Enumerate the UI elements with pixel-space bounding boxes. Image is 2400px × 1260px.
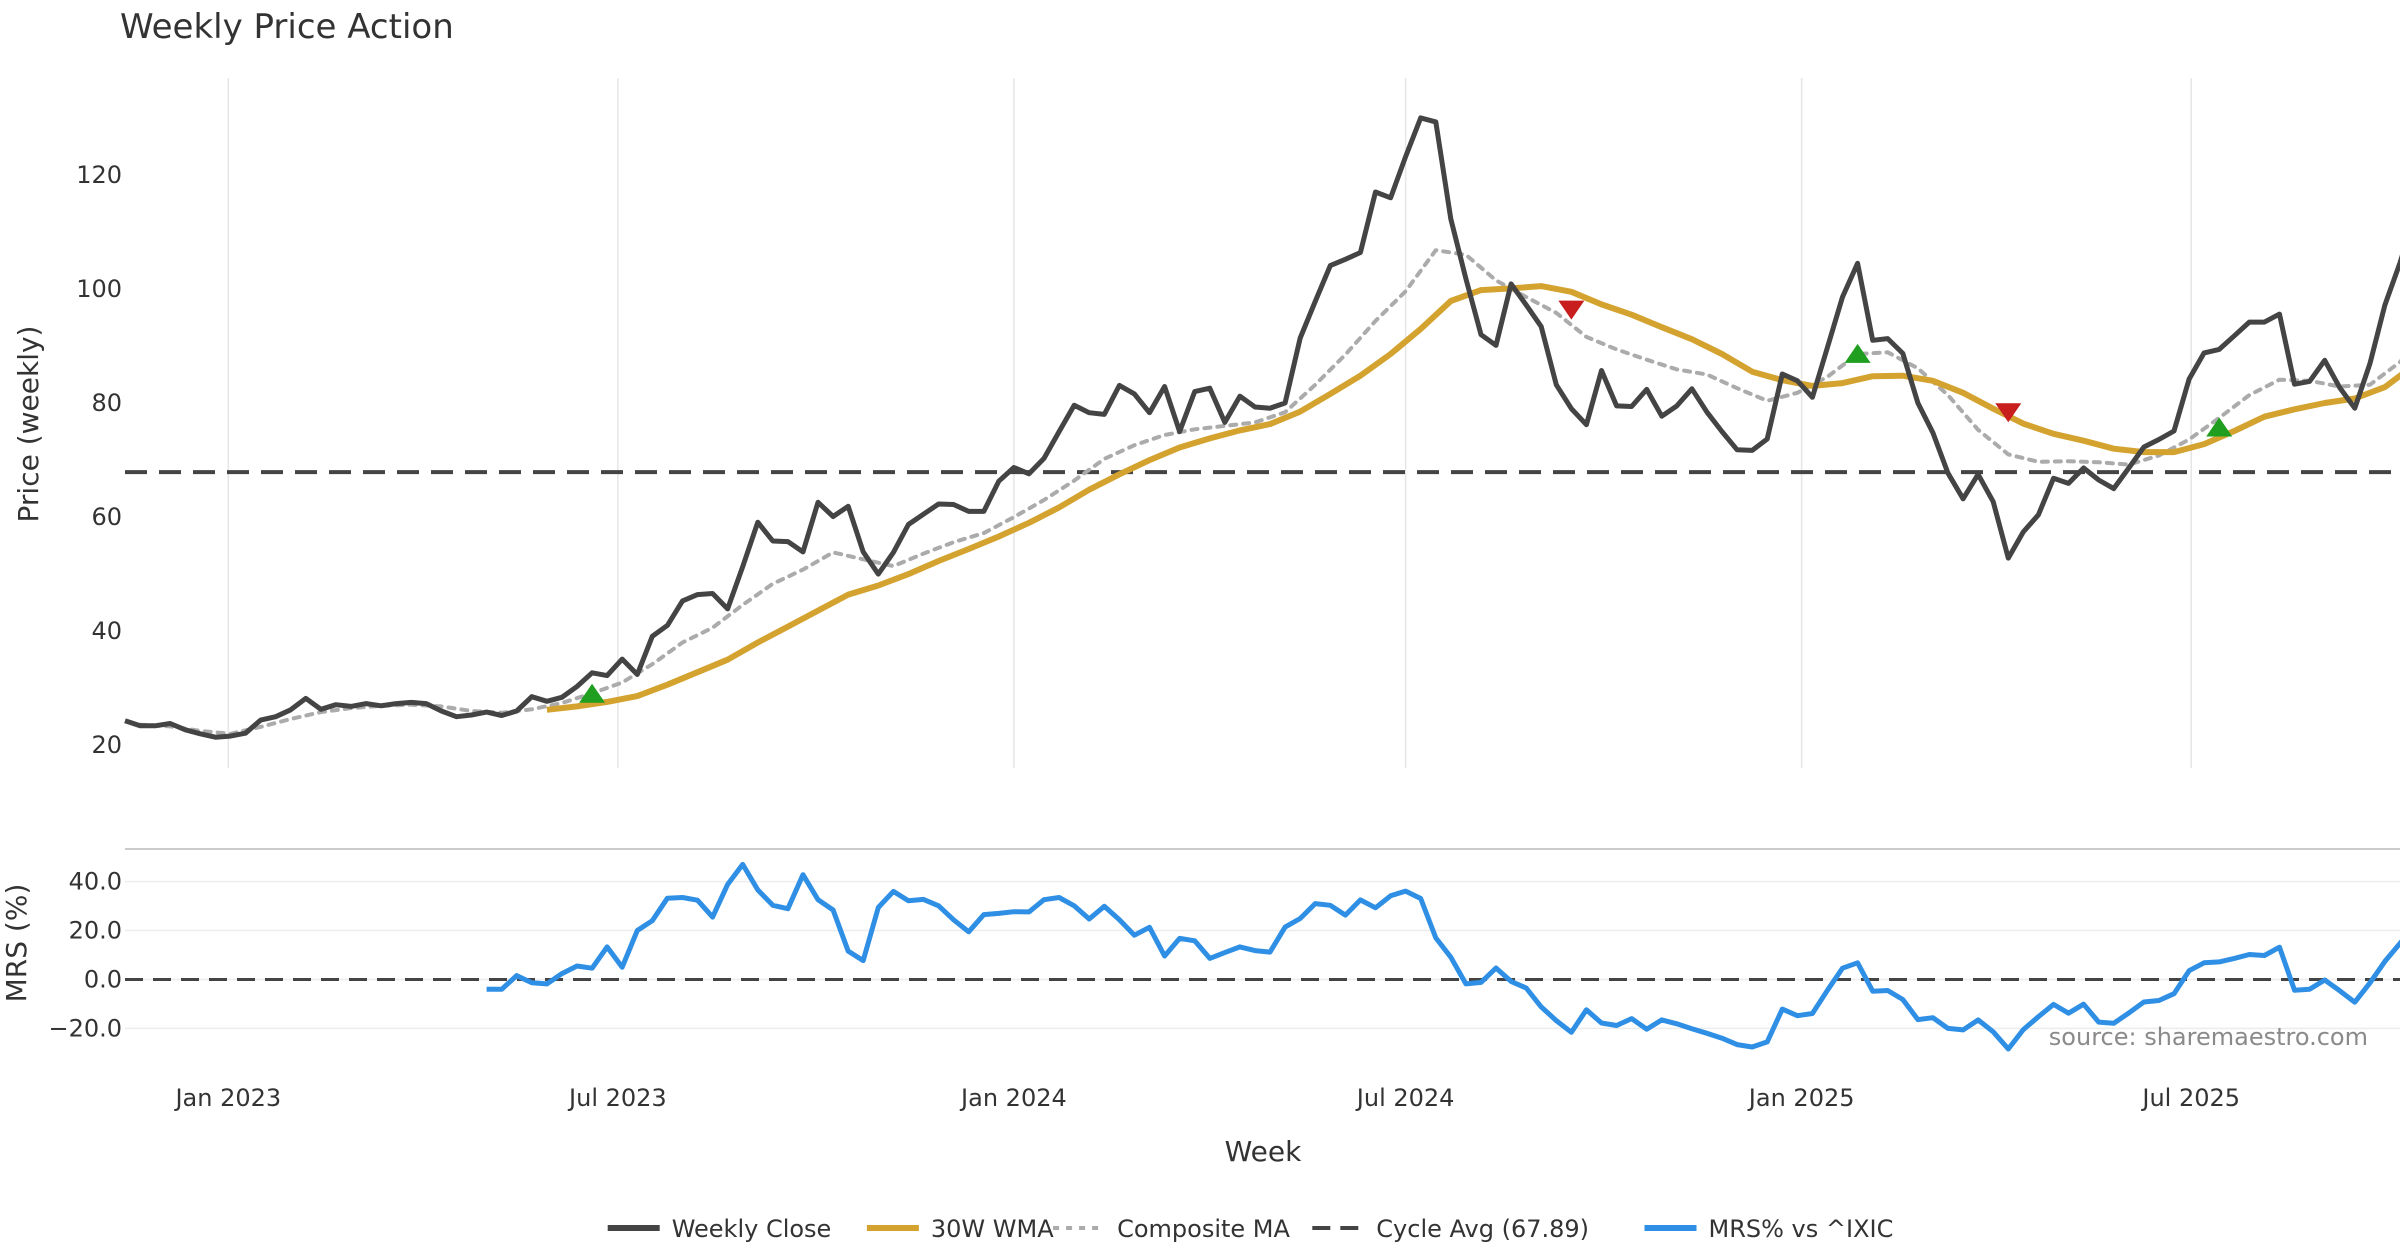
sell-signal-marker — [1995, 403, 2022, 423]
x-axis-title: Week — [1225, 1135, 1302, 1168]
price-y-axis-title: Price (weekly) — [12, 326, 45, 523]
x-tick-label: Jan 2024 — [959, 1084, 1067, 1112]
mrs-y-tick-label: 20.0 — [69, 917, 122, 945]
legend-item-mrs-vs-ixic: MRS% vs ^IXIC — [1644, 1215, 1894, 1243]
x-tick-label: Jan 2023 — [173, 1084, 281, 1112]
mrs-y-axis-title: MRS (%) — [0, 884, 33, 1003]
composite-ma-series — [138, 248, 2400, 736]
price-y-tick-label: 120 — [76, 161, 122, 189]
legend-item-composite-ma: Composite MA — [1053, 1215, 1291, 1243]
buy-signal-marker — [579, 683, 606, 703]
chart-title: Weekly Price Action — [120, 7, 454, 47]
buy-signal-marker — [2206, 417, 2233, 437]
price-y-tick-label: 100 — [76, 275, 122, 303]
mrs-y-tick-label: 0.0 — [84, 965, 122, 993]
price-y-tick-label: 80 — [91, 389, 122, 417]
legend-label: Cycle Avg (67.89) — [1376, 1215, 1589, 1243]
reference-lines — [125, 470, 2400, 981]
weekly-close-series — [124, 115, 2400, 740]
mrs-vs-ixic-series — [486, 861, 2400, 1052]
legend-item-weekly-close: Weekly Close — [607, 1215, 832, 1243]
series-layer — [124, 115, 2400, 1052]
x-tick-label: Jul 2023 — [567, 1084, 667, 1112]
price-y-tick-label: 20 — [91, 731, 122, 759]
legend-item-cycle-avg-67-89: Cycle Avg (67.89) — [1312, 1215, 1589, 1243]
mrs-y-tick-label: −20.0 — [48, 1014, 122, 1042]
x-tick-label: Jul 2024 — [1355, 1084, 1455, 1112]
x-tick-label: Jan 2025 — [1747, 1084, 1855, 1112]
price-y-tick-label: 60 — [91, 503, 122, 531]
legend-label: MRS% vs ^IXIC — [1709, 1215, 1894, 1243]
source-annotation: source: sharemaestro.com — [2049, 1023, 2368, 1051]
sell-signal-marker — [1558, 300, 1585, 320]
buy-signal-marker — [1844, 343, 1871, 363]
grid-layer — [125, 78, 2400, 1030]
legend: Weekly Close 30W WMA Composite MA Cycle Avg… — [607, 1215, 1894, 1243]
signal-markers — [579, 300, 2233, 703]
legend-label: Weekly Close — [672, 1215, 832, 1243]
legend-item-30w-wma: 30W WMA — [866, 1215, 1054, 1243]
tick-labels: Jan 2023 Jul 2023 Jan 2024 Jul 2024 Jan 2025… — [48, 161, 2240, 1112]
legend-label: Composite MA — [1117, 1215, 1290, 1243]
price-y-tick-label: 40 — [91, 617, 122, 645]
30w-wma-series — [546, 283, 2400, 713]
legend-label: 30W WMA — [931, 1215, 1054, 1243]
x-tick-label: Jul 2025 — [2140, 1084, 2240, 1112]
mrs-y-tick-label: 40.0 — [69, 868, 122, 896]
